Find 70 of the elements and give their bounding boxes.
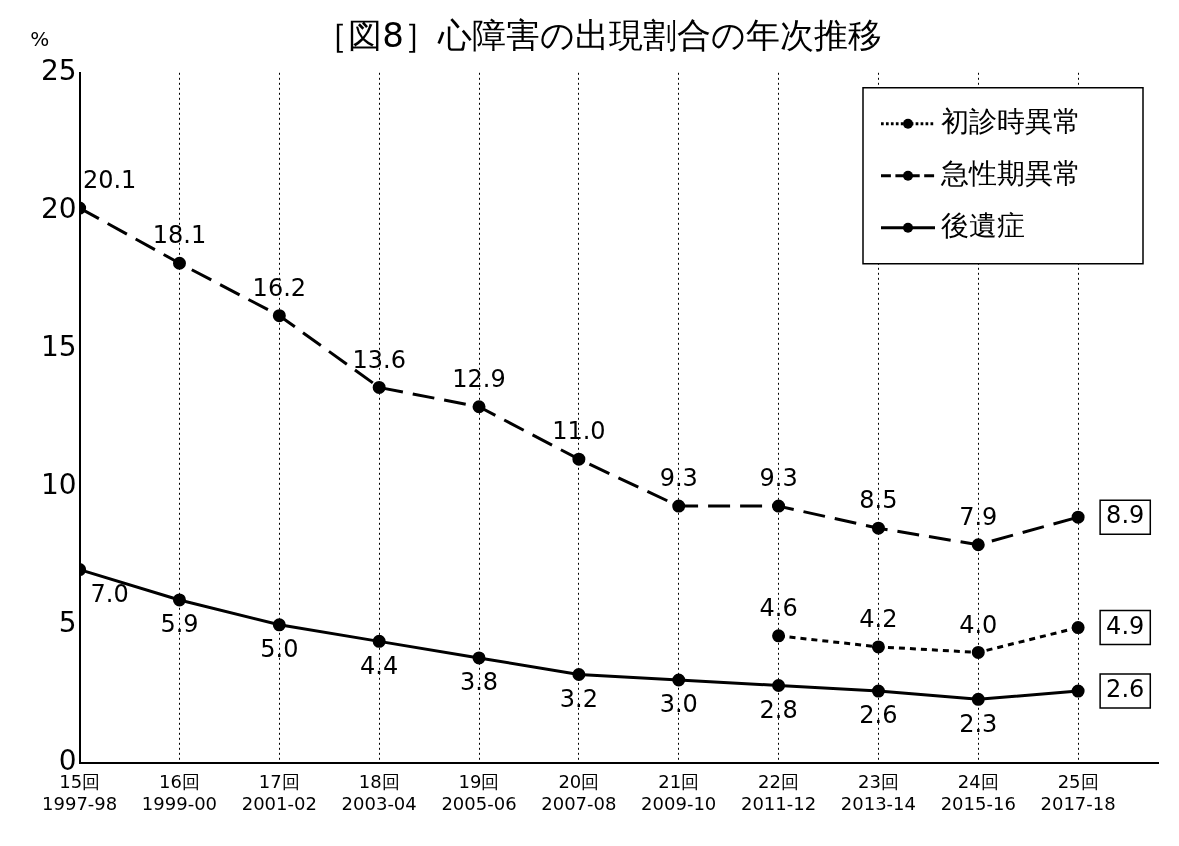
data-label: 3.8 xyxy=(459,668,499,697)
point xyxy=(871,521,885,535)
data-label: 7.0 xyxy=(90,579,129,608)
data-label: 12.9 xyxy=(452,364,506,393)
chart-title: ［図8］心障害の出現割合の年次推移 xyxy=(314,15,882,56)
data-label: 13.6 xyxy=(352,345,406,374)
data-label: 3.0 xyxy=(659,690,698,719)
point xyxy=(472,651,486,665)
point xyxy=(172,593,186,607)
point xyxy=(971,645,985,659)
x-tick-label: 25回 2017-18 xyxy=(1040,771,1116,814)
point xyxy=(272,309,286,323)
data-label: 7.9 xyxy=(959,502,998,531)
point xyxy=(1071,510,1085,524)
legend-label: 急性期異常 xyxy=(940,157,1081,191)
point xyxy=(871,640,885,654)
x-tick-label: 23回 2013-14 xyxy=(840,771,917,814)
point xyxy=(372,634,386,648)
point xyxy=(871,684,885,698)
data-label: 4.0 xyxy=(959,610,998,639)
x-tick-label: 19回 2005-06 xyxy=(441,771,517,814)
data-label: 18.1 xyxy=(152,221,207,250)
data-label: 16.2 xyxy=(252,273,307,302)
point xyxy=(971,538,985,552)
x-tick-label: 24回 2015-16 xyxy=(940,771,1016,814)
x-tick-label: 22回 2011-12 xyxy=(740,771,817,814)
y-tick-label: 5 xyxy=(58,606,77,640)
point xyxy=(971,692,985,706)
point xyxy=(472,400,486,414)
y-tick-label: 25 xyxy=(40,54,77,88)
x-tick-label: 21回 2009-10 xyxy=(641,771,717,814)
point xyxy=(672,673,686,687)
data-label: 3.2 xyxy=(559,684,598,713)
data-label: 5.9 xyxy=(160,610,199,639)
point xyxy=(772,499,786,513)
data-label: 4.4 xyxy=(360,651,399,680)
data-label: 9.3 xyxy=(659,464,698,493)
y-tick-label: 15 xyxy=(40,330,77,364)
data-label: 2.6 xyxy=(1106,675,1145,704)
data-label: 11.0 xyxy=(552,417,606,446)
data-label: 4.2 xyxy=(859,605,898,634)
point xyxy=(572,452,586,466)
point xyxy=(572,667,586,681)
data-label: 8.5 xyxy=(859,486,898,515)
point xyxy=(1071,621,1085,635)
data-label: 2.6 xyxy=(859,701,898,730)
point xyxy=(772,679,786,693)
legend-label: 後遺症 xyxy=(941,209,1025,243)
data-label: 2.3 xyxy=(959,709,998,738)
x-tick-label: 18回 2003-04 xyxy=(341,771,417,814)
point xyxy=(1071,684,1085,698)
x-tick-label: 17回 2001-02 xyxy=(241,771,317,814)
point xyxy=(372,380,386,394)
point xyxy=(672,499,686,513)
x-tick-label: 20回 2007-08 xyxy=(541,771,617,814)
data-label: 9.3 xyxy=(759,464,798,493)
point xyxy=(772,629,786,643)
y-tick-label: 20 xyxy=(40,192,77,226)
legend-label: 初診時異常 xyxy=(941,105,1081,139)
point xyxy=(172,256,186,270)
data-label: 8.9 xyxy=(1106,501,1145,530)
point xyxy=(272,618,286,632)
y-tick-label: 10 xyxy=(40,468,77,502)
x-tick-label: 16回 1999-00 xyxy=(141,771,218,814)
data-label: 2.8 xyxy=(759,695,798,724)
data-label: 20.1 xyxy=(82,166,137,195)
data-label: 4.9 xyxy=(1106,611,1145,640)
y-axis-title: % xyxy=(30,27,50,51)
data-label: 4.6 xyxy=(759,594,798,623)
data-label: 5.0 xyxy=(260,635,299,664)
